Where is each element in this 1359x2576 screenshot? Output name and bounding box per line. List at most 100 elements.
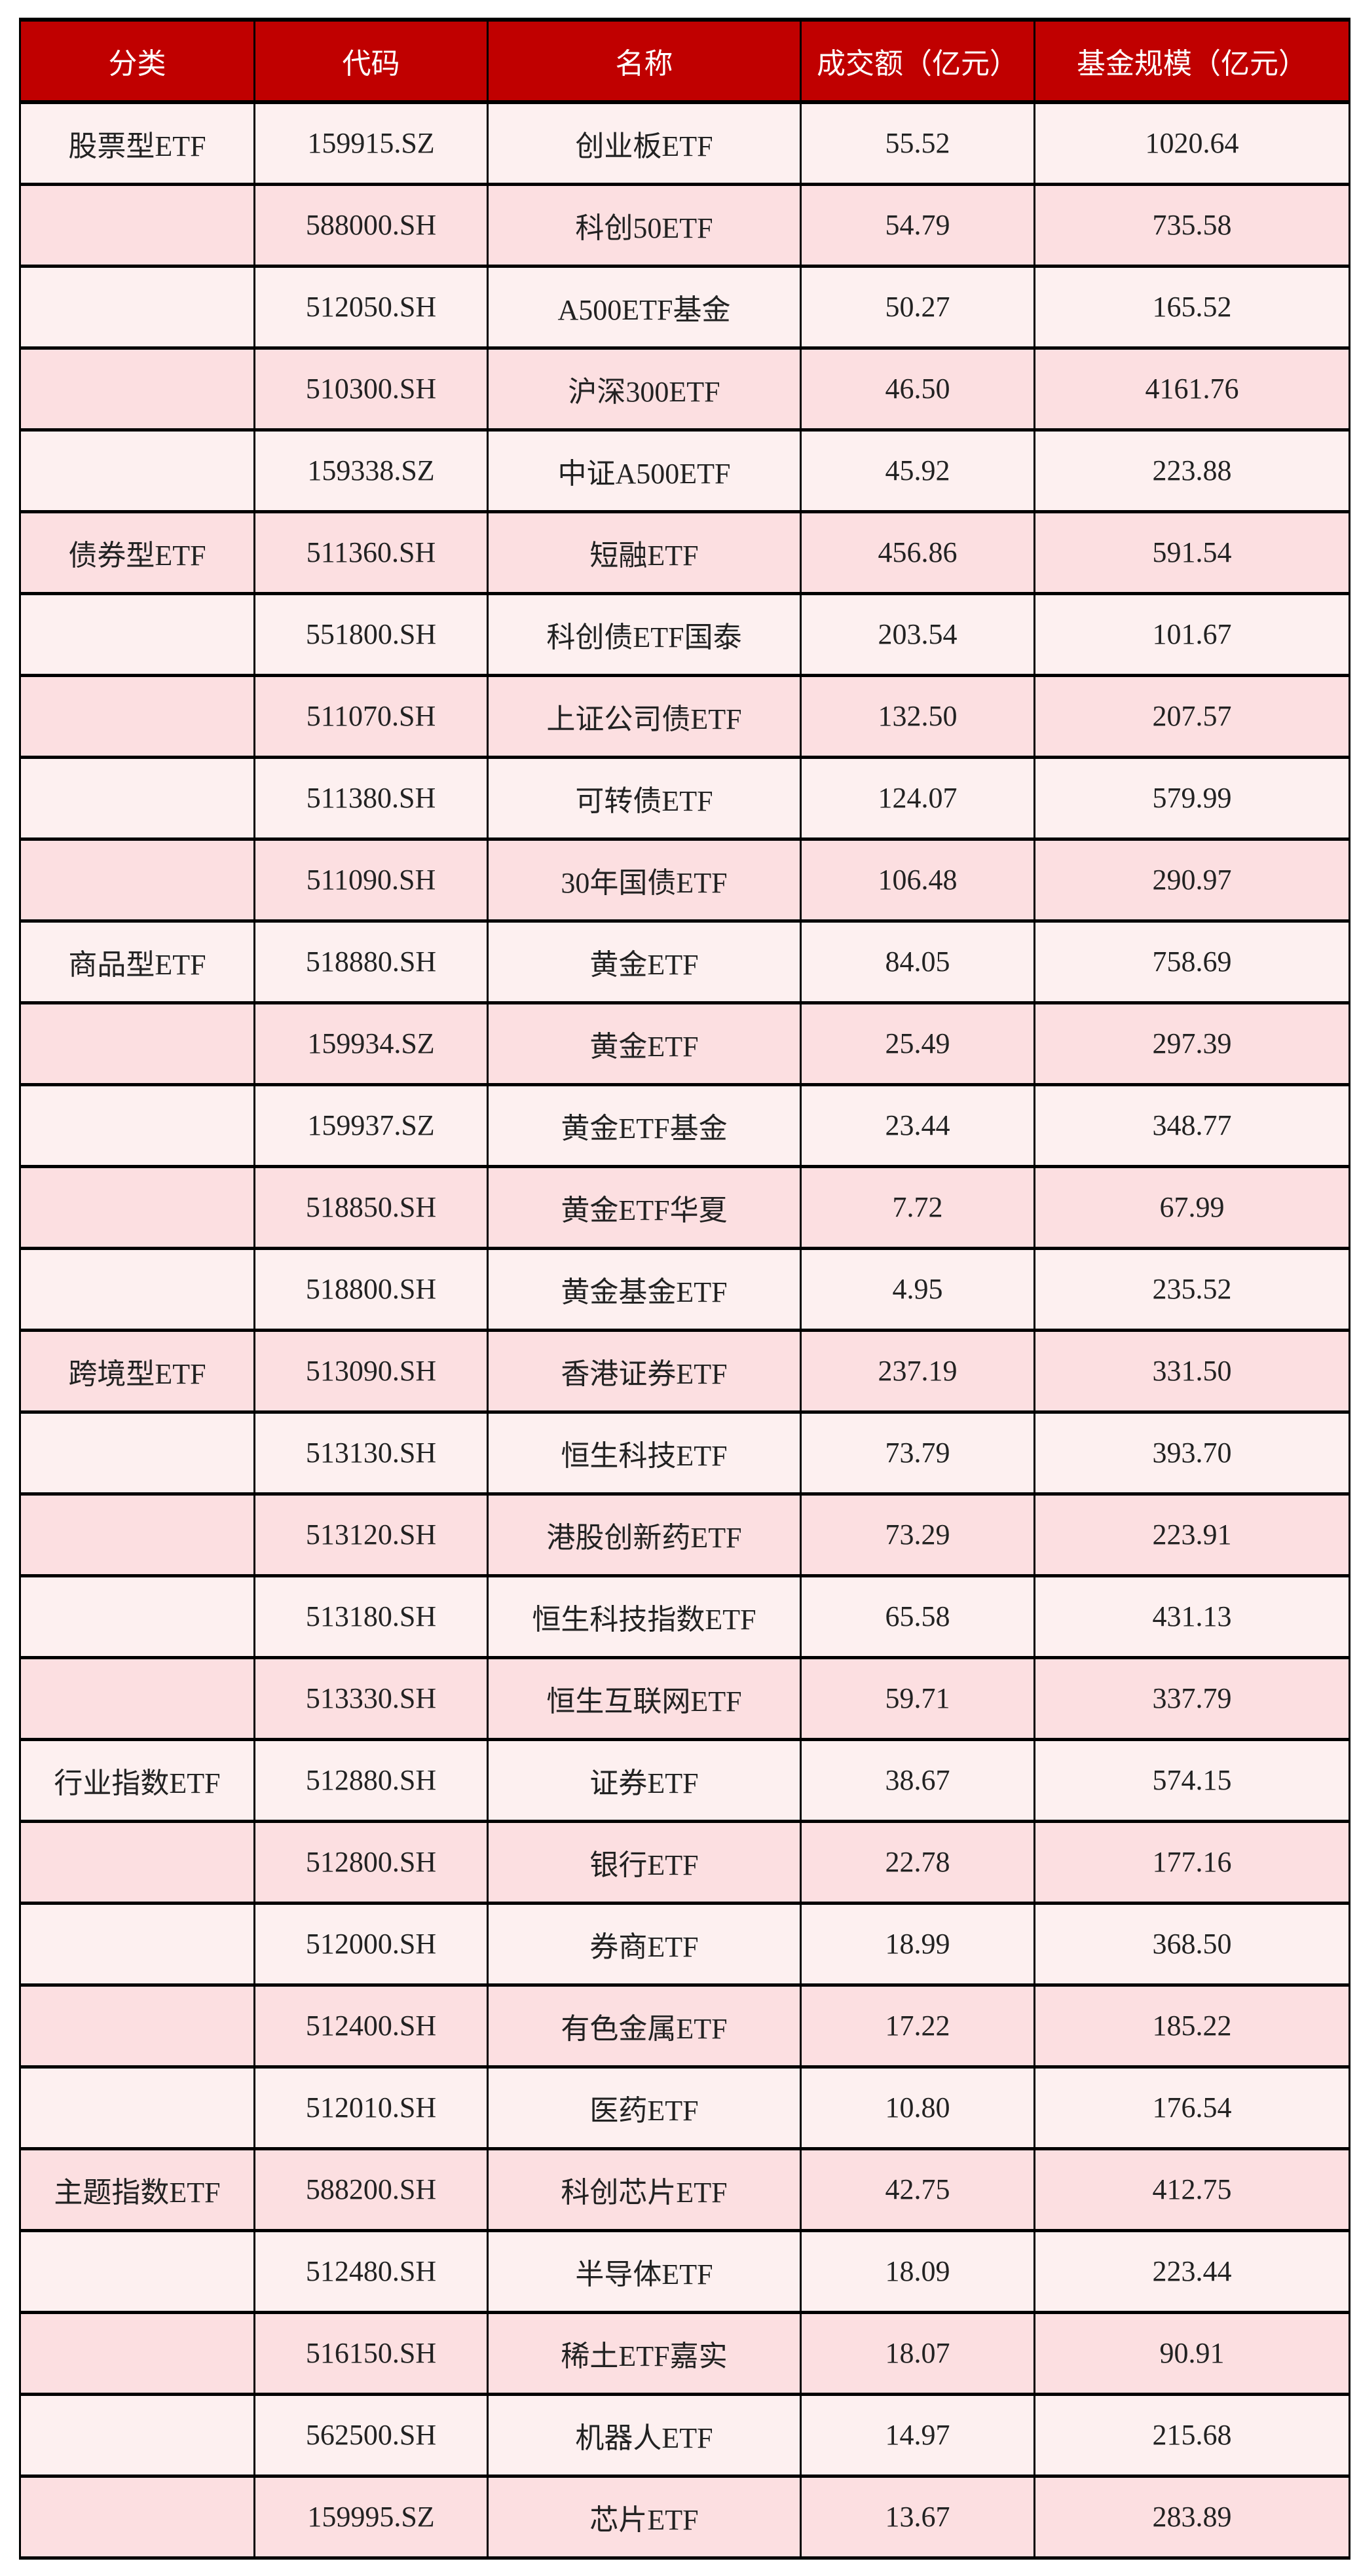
table-row: 513180.SH 恒生科技指数ETF 65.58 431.13 — [19, 1574, 1350, 1659]
cell-fund-size: 1020.64 — [1033, 101, 1350, 186]
cell-turnover: 45.92 — [800, 428, 1035, 513]
cell-code: 511360.SH — [253, 510, 489, 595]
table-row: 516150.SH 稀土ETF嘉实 18.07 90.91 — [19, 2311, 1350, 2396]
table-row: 512800.SH 银行ETF 22.78 177.16 — [19, 1820, 1350, 1905]
cell-turnover: 17.22 — [800, 1983, 1035, 2069]
cell-category — [19, 2475, 255, 2560]
cell-fund-size: 223.44 — [1033, 2229, 1350, 2314]
cell-category — [19, 674, 255, 759]
cell-name: 科创芯片ETF — [487, 2147, 802, 2232]
cell-code: 518800.SH — [253, 1247, 489, 1332]
cell-fund-size: 735.58 — [1033, 183, 1350, 268]
cell-turnover: 10.80 — [800, 2065, 1035, 2150]
cell-turnover: 4.95 — [800, 1247, 1035, 1332]
cell-category — [19, 1247, 255, 1332]
table-row: 512050.SH A500ETF基金 50.27 165.52 — [19, 265, 1350, 350]
column-header-fund-size: 基金规模（亿元） — [1033, 18, 1350, 104]
cell-category — [19, 428, 255, 513]
cell-fund-size: 101.67 — [1033, 592, 1350, 677]
cell-fund-size: 4161.76 — [1033, 346, 1350, 432]
cell-category: 股票型ETF — [19, 101, 255, 186]
cell-category — [19, 756, 255, 841]
cell-name: 机器人ETF — [487, 2393, 802, 2478]
table-row: 513330.SH 恒生互联网ETF 59.71 337.79 — [19, 1656, 1350, 1741]
cell-code: 588200.SH — [253, 2147, 489, 2232]
cell-name: 芯片ETF — [487, 2475, 802, 2560]
cell-code: 512010.SH — [253, 2065, 489, 2150]
cell-fund-size: 368.50 — [1033, 1902, 1350, 1987]
cell-turnover: 7.72 — [800, 1165, 1035, 1250]
cell-name: 恒生科技ETF — [487, 1410, 802, 1496]
cell-code: 159995.SZ — [253, 2475, 489, 2560]
cell-turnover: 65.58 — [800, 1574, 1035, 1659]
cell-code: 512000.SH — [253, 1902, 489, 1987]
table-row: 511070.SH 上证公司债ETF 132.50 207.57 — [19, 674, 1350, 759]
cell-fund-size: 177.16 — [1033, 1820, 1350, 1905]
cell-turnover: 13.67 — [800, 2475, 1035, 2560]
cell-name: 30年国债ETF — [487, 837, 802, 923]
table-row: 跨境型ETF 513090.SH 香港证券ETF 237.19 331.50 — [19, 1329, 1350, 1414]
cell-category — [19, 592, 255, 677]
etf-table: 分类 代码 名称 成交额（亿元） 基金规模（亿元） 股票型ETF 159915.SZ 创业板… — [19, 18, 1350, 2560]
cell-turnover: 84.05 — [800, 919, 1035, 1004]
cell-code: 512400.SH — [253, 1983, 489, 2069]
cell-code: 551800.SH — [253, 592, 489, 677]
cell-name: 中证A500ETF — [487, 428, 802, 513]
table-row: 551800.SH 科创债ETF国泰 203.54 101.67 — [19, 592, 1350, 677]
cell-fund-size: 574.15 — [1033, 1738, 1350, 1823]
cell-fund-size: 591.54 — [1033, 510, 1350, 595]
column-header-name: 名称 — [487, 18, 802, 104]
cell-turnover: 203.54 — [800, 592, 1035, 677]
cell-name: 证券ETF — [487, 1738, 802, 1823]
cell-name: 科创债ETF国泰 — [487, 592, 802, 677]
table-row: 512400.SH 有色金属ETF 17.22 185.22 — [19, 1983, 1350, 2069]
cell-code: 512050.SH — [253, 265, 489, 350]
cell-code: 512800.SH — [253, 1820, 489, 1905]
column-header-code: 代码 — [253, 18, 489, 104]
table-row: 511090.SH 30年国债ETF 106.48 290.97 — [19, 837, 1350, 923]
cell-turnover: 22.78 — [800, 1820, 1035, 1905]
table-row: 562500.SH 机器人ETF 14.97 215.68 — [19, 2393, 1350, 2478]
cell-turnover: 14.97 — [800, 2393, 1035, 2478]
cell-fund-size: 185.22 — [1033, 1983, 1350, 2069]
table-row: 行业指数ETF 512880.SH 证券ETF 38.67 574.15 — [19, 1738, 1350, 1823]
cell-fund-size: 165.52 — [1033, 265, 1350, 350]
cell-name: 银行ETF — [487, 1820, 802, 1905]
cell-category: 行业指数ETF — [19, 1738, 255, 1823]
table-row: 股票型ETF 159915.SZ 创业板ETF 55.52 1020.64 — [19, 101, 1350, 186]
header-row: 分类 代码 名称 成交额（亿元） 基金规模（亿元） — [19, 18, 1350, 104]
cell-fund-size: 412.75 — [1033, 2147, 1350, 2232]
cell-code: 513090.SH — [253, 1329, 489, 1414]
cell-category — [19, 837, 255, 923]
cell-category — [19, 1083, 255, 1168]
table-row: 511380.SH 可转债ETF 124.07 579.99 — [19, 756, 1350, 841]
cell-category — [19, 346, 255, 432]
cell-code: 513130.SH — [253, 1410, 489, 1496]
cell-category — [19, 2229, 255, 2314]
table-row: 510300.SH 沪深300ETF 46.50 4161.76 — [19, 346, 1350, 432]
cell-category — [19, 1165, 255, 1250]
cell-code: 511380.SH — [253, 756, 489, 841]
cell-name: 沪深300ETF — [487, 346, 802, 432]
cell-code: 513120.SH — [253, 1492, 489, 1577]
table-row: 513130.SH 恒生科技ETF 73.79 393.70 — [19, 1410, 1350, 1496]
cell-category — [19, 1492, 255, 1577]
cell-turnover: 106.48 — [800, 837, 1035, 923]
cell-code: 512880.SH — [253, 1738, 489, 1823]
cell-category — [19, 2065, 255, 2150]
cell-fund-size: 223.88 — [1033, 428, 1350, 513]
cell-code: 562500.SH — [253, 2393, 489, 2478]
cell-name: 港股创新药ETF — [487, 1492, 802, 1577]
cell-code: 159934.SZ — [253, 1001, 489, 1086]
cell-category — [19, 1410, 255, 1496]
cell-fund-size: 393.70 — [1033, 1410, 1350, 1496]
cell-code: 510300.SH — [253, 346, 489, 432]
cell-name: 短融ETF — [487, 510, 802, 595]
cell-code: 512480.SH — [253, 2229, 489, 2314]
cell-fund-size: 67.99 — [1033, 1165, 1350, 1250]
table-row: 588000.SH 科创50ETF 54.79 735.58 — [19, 183, 1350, 268]
cell-fund-size: 297.39 — [1033, 1001, 1350, 1086]
cell-category — [19, 1820, 255, 1905]
column-header-turnover: 成交额（亿元） — [800, 18, 1035, 104]
cell-code: 518880.SH — [253, 919, 489, 1004]
